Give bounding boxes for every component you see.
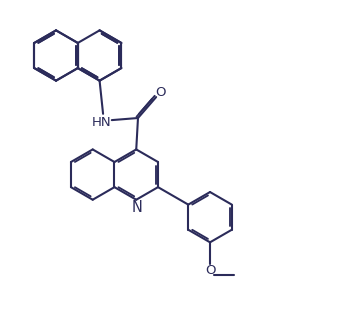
Text: O: O (205, 264, 216, 277)
Text: O: O (155, 86, 166, 99)
Text: HN: HN (91, 116, 111, 129)
Text: N: N (132, 200, 142, 215)
